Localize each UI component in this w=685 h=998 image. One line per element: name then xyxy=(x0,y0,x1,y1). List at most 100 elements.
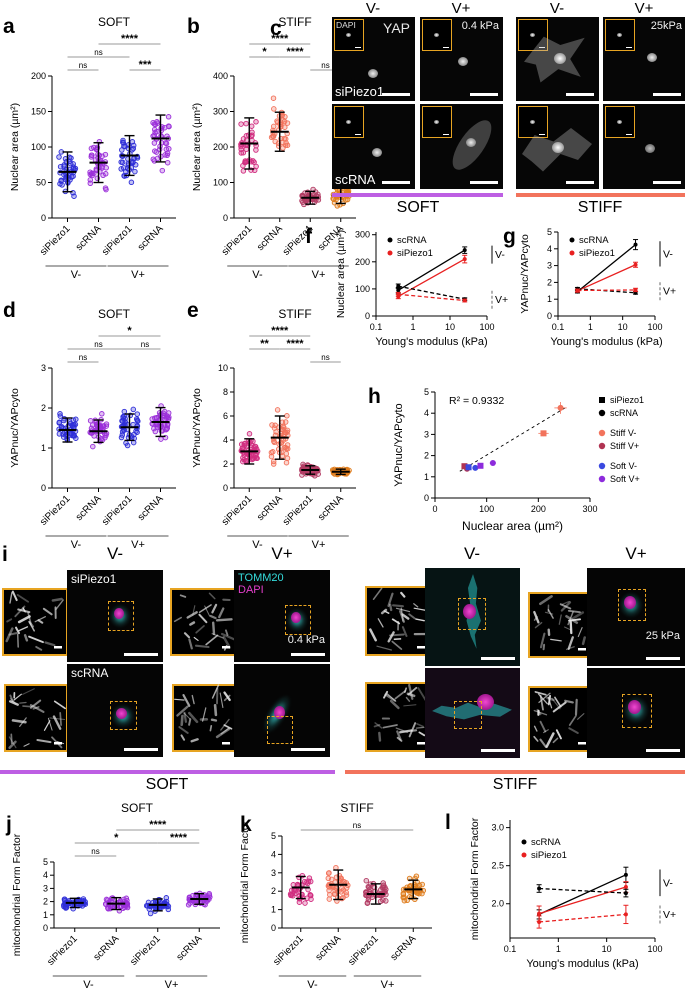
svg-text:SOFT: SOFT xyxy=(121,801,154,815)
svg-text:ns: ns xyxy=(94,340,102,349)
nucleus-blob xyxy=(645,144,655,153)
svg-text:ns: ns xyxy=(321,61,329,70)
svg-text:5: 5 xyxy=(271,831,276,841)
svg-text:****: **** xyxy=(286,46,304,58)
mito-inset xyxy=(2,588,68,656)
svg-text:YAPnuc/YAPcyto: YAPnuc/YAPcyto xyxy=(393,403,405,486)
svg-text:****: **** xyxy=(170,832,188,844)
micrograph-stiff-vplus-scrna xyxy=(603,104,685,189)
stiff-group-label: STIFF xyxy=(577,199,623,216)
svg-text:100: 100 xyxy=(647,944,662,954)
chart-form-factor-stiff: STIFF 0 1 2 3 4 5 mitochondrial Form Factor siPi… xyxy=(239,801,432,991)
micrograph-stiff-vplus-sipiezo1: 25kPa xyxy=(603,17,685,101)
svg-text:SOFT: SOFT xyxy=(98,15,131,29)
svg-text:V+: V+ xyxy=(165,979,179,991)
svg-text:0: 0 xyxy=(547,311,552,321)
svg-text:siPiezo1: siPiezo1 xyxy=(38,223,73,258)
svg-text:scRNA: scRNA xyxy=(136,223,166,253)
nucleus-inset-blob xyxy=(434,120,439,124)
chart-yap-vs-nuclear-area: 0 1 2 3 4 5 0 100 200 300 Nuclear area (µm²) YAPnuc… xyxy=(393,387,644,533)
svg-text:siPiezo1: siPiezo1 xyxy=(531,850,567,861)
scalebar xyxy=(481,657,515,660)
nucleus-inset-blob xyxy=(530,33,535,37)
svg-text:V-: V- xyxy=(71,539,82,551)
panel-label-f: f xyxy=(305,225,312,248)
svg-text:1: 1 xyxy=(547,294,552,304)
dapi-signal xyxy=(628,700,641,714)
svg-text:****: **** xyxy=(121,33,139,45)
micrograph-soft-vminus-sipiezo1: DAPI YAP siPiezo1 xyxy=(332,17,415,101)
svg-text:10: 10 xyxy=(445,322,455,332)
svg-text:5: 5 xyxy=(547,227,552,237)
svg-text:Stiff V-: Stiff V- xyxy=(610,428,636,438)
svg-text:3.0: 3.0 xyxy=(491,823,504,833)
scalebar xyxy=(124,748,158,751)
soft-group-bar xyxy=(332,193,503,197)
svg-text:V-: V- xyxy=(252,539,263,551)
svg-text:V+: V+ xyxy=(131,539,145,551)
svg-text:Nuclear area (µm²): Nuclear area (µm²) xyxy=(9,103,21,191)
panel-label-j: j xyxy=(6,813,12,836)
svg-text:****: **** xyxy=(149,819,167,831)
svg-text:0: 0 xyxy=(223,483,228,493)
svg-text:400: 400 xyxy=(213,71,228,81)
micrograph-soft-vplus-scrna xyxy=(420,104,503,189)
chart-form-factor-vs-modulus: 2.0 2.5 3.0 0.1 1 10 100 Young's modulus (kPa) m… xyxy=(469,817,676,970)
svg-text:2: 2 xyxy=(223,459,228,469)
panel-label-l: l xyxy=(445,811,451,834)
zoom-region-box xyxy=(285,605,311,635)
svg-text:1: 1 xyxy=(410,322,415,332)
svg-text:Young's modulus (kPa): Young's modulus (kPa) xyxy=(550,336,662,348)
mito-inset xyxy=(528,686,592,752)
nucleus-inset-blob xyxy=(434,33,439,37)
scalebar xyxy=(382,181,410,184)
svg-text:5: 5 xyxy=(424,387,429,397)
svg-text:1: 1 xyxy=(588,322,593,332)
svg-text:SOFT: SOFT xyxy=(98,307,131,321)
svg-text:V-: V- xyxy=(71,269,82,281)
svg-text:Young's modulus (kPa): Young's modulus (kPa) xyxy=(375,336,487,348)
scalebar xyxy=(566,93,594,96)
svg-text:2.5: 2.5 xyxy=(491,861,504,871)
micrograph-stiff-vminus-sipiezo1 xyxy=(516,17,599,101)
zoom-region-box xyxy=(458,598,486,630)
svg-text:****: **** xyxy=(286,338,304,350)
svg-text:Young's modulus (kPa): Young's modulus (kPa) xyxy=(526,958,638,970)
svg-text:4: 4 xyxy=(424,408,429,418)
svg-text:3: 3 xyxy=(43,883,48,893)
stiff-group-bar xyxy=(516,193,685,197)
svg-text:100: 100 xyxy=(355,284,370,294)
svg-text:scRNA: scRNA xyxy=(389,933,419,963)
panel-label-k: k xyxy=(240,813,252,836)
svg-text:100: 100 xyxy=(479,322,494,332)
svg-text:0: 0 xyxy=(223,213,228,223)
svg-text:scRNA: scRNA xyxy=(316,493,346,523)
svg-text:siPiezo1: siPiezo1 xyxy=(610,395,644,405)
svg-text:V-: V- xyxy=(663,248,673,260)
svg-text:V-: V- xyxy=(252,269,263,281)
svg-text:siPiezo1: siPiezo1 xyxy=(100,223,135,258)
svg-text:mitochondrial Form Factor: mitochondrial Form Factor xyxy=(11,833,23,956)
svg-text:2: 2 xyxy=(41,403,46,413)
c-col-header-vplus-soft: V+ xyxy=(451,0,471,17)
svg-text:YAPnuc/YAPcyto: YAPnuc/YAPcyto xyxy=(9,388,21,468)
panel-label-i: i xyxy=(2,543,8,566)
svg-text:0: 0 xyxy=(41,483,46,493)
svg-text:Nuclear area (µm²): Nuclear area (µm²) xyxy=(335,230,347,318)
scalebar xyxy=(566,181,594,184)
zoom-region-box xyxy=(622,694,652,728)
svg-text:3: 3 xyxy=(41,363,46,373)
stiff-group-label: STIFF xyxy=(492,776,538,793)
svg-text:Stiff V+: Stiff V+ xyxy=(610,441,639,451)
svg-text:scRNA: scRNA xyxy=(397,235,427,246)
cell-image-soft-vminus-sipiezo1: siPiezo1 xyxy=(67,570,163,662)
svg-text:0: 0 xyxy=(41,213,46,223)
svg-text:siPiezo1: siPiezo1 xyxy=(271,933,306,968)
svg-text:100: 100 xyxy=(647,322,662,332)
inset-scalebar xyxy=(626,133,632,135)
zoom-region-box xyxy=(110,701,137,730)
svg-text:50: 50 xyxy=(36,178,46,188)
svg-text:Soft V-: Soft V- xyxy=(610,461,637,471)
svg-text:YAPnuc/YAPcyto: YAPnuc/YAPcyto xyxy=(191,388,203,468)
